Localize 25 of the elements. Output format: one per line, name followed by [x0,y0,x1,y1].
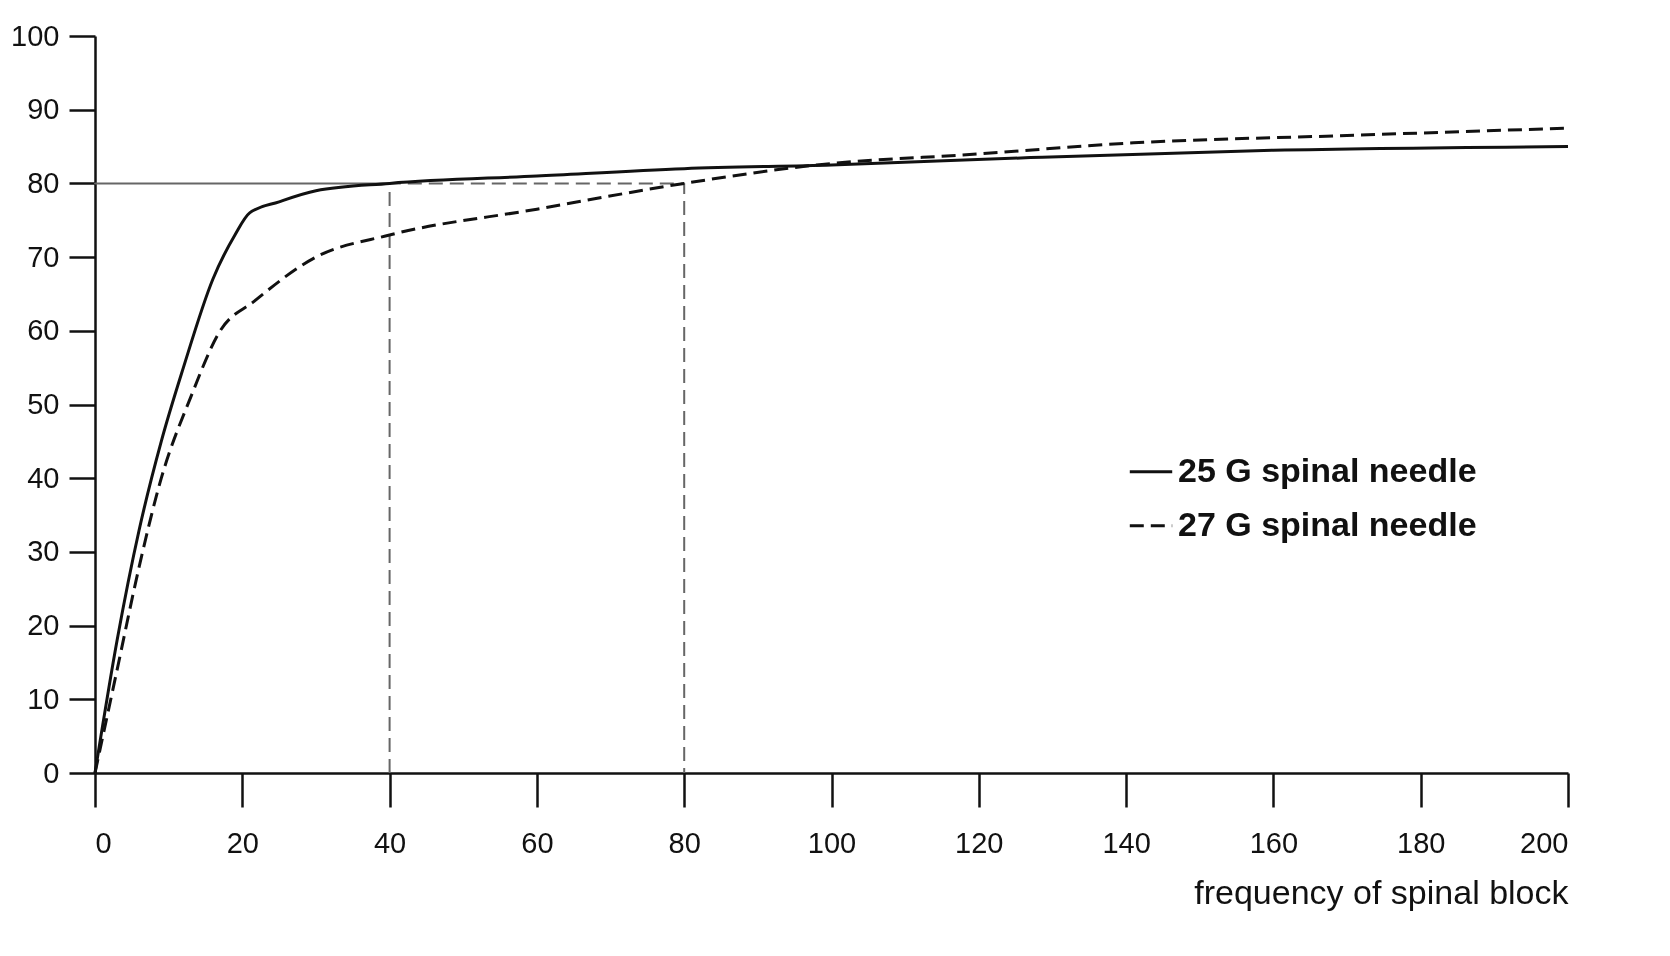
x-tick-label: 80 [668,826,701,859]
x-tick-label: 140 [1102,826,1151,859]
y-tick-label: 20 [27,609,60,642]
x-tick-label: 0 [95,826,112,859]
x-tick-label: 160 [1249,826,1299,859]
y-tick-label: 30 [27,535,60,568]
y-tick-label: 50 [27,388,60,420]
y-tick-label: 10 [27,682,60,715]
x-tick-label: 200 [1520,826,1569,859]
x-axis-title: frequency of spinal block [1194,872,1570,911]
legend-label: 25 G spinal needle [1178,450,1477,489]
x-tick-label: 180 [1397,826,1446,859]
legend-label: 27 G spinal needle [1178,504,1477,543]
y-tick-label: 0 [43,756,60,789]
y-tick-label: 100 [11,19,60,52]
y-tick-label: 90 [27,93,60,126]
x-tick-label: 60 [521,826,554,859]
y-tick-label: 80 [27,166,60,199]
y-tick-label: 40 [27,461,60,494]
x-tick-label: 40 [373,826,407,859]
x-tick-label: 120 [955,826,1004,859]
y-tick-label: 60 [27,314,60,347]
y-tick-label: 70 [27,240,60,273]
x-tick-label: 20 [226,826,259,859]
x-tick-label: 100 [807,826,857,859]
